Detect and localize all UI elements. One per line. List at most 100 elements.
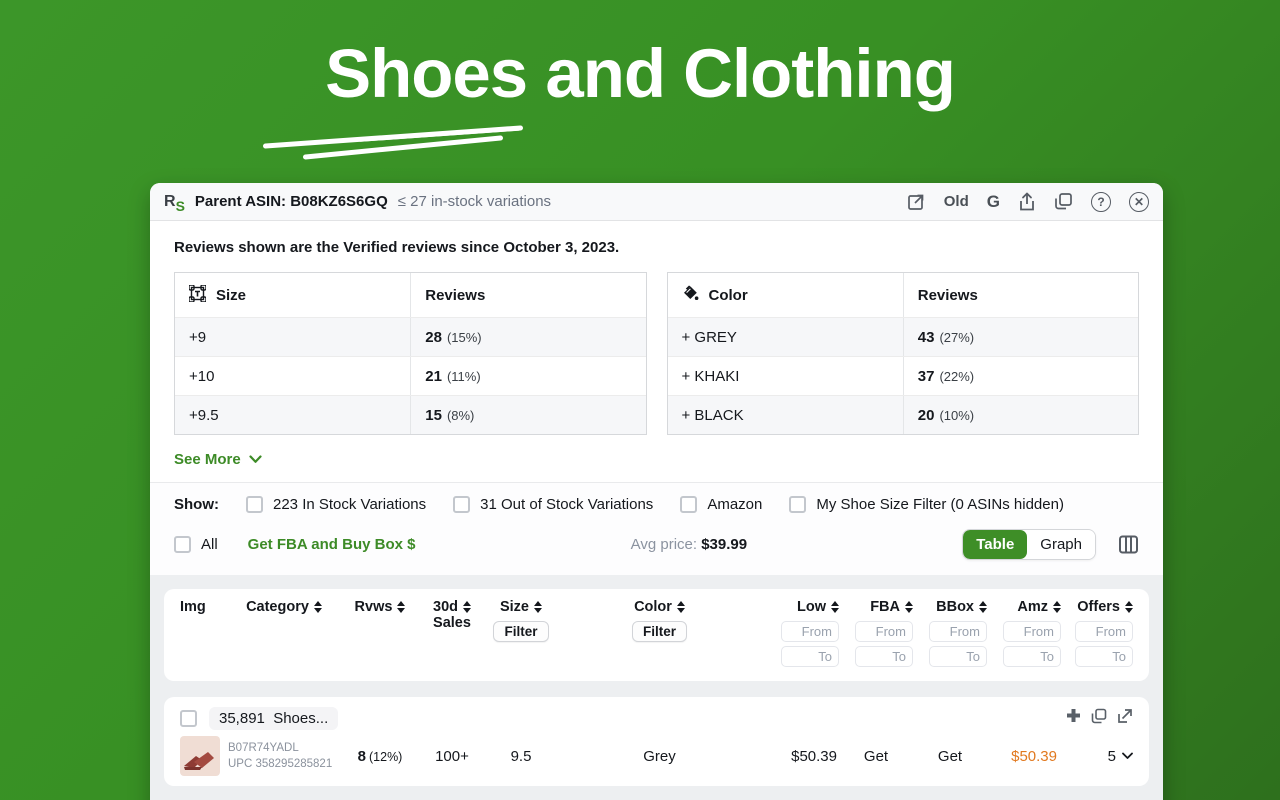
row-checkbox[interactable]: [180, 709, 197, 727]
size-row[interactable]: +10 21 (11%): [175, 356, 646, 395]
review-summary-section: Reviews shown are the Verified reviews s…: [150, 221, 1163, 482]
chevron-down-icon: [249, 455, 262, 463]
open-external-icon[interactable]: [1117, 708, 1133, 729]
bbox-to-input[interactable]: [929, 646, 987, 667]
sort-icon: [831, 601, 839, 613]
sort-icon: [397, 601, 406, 613]
row-ids: B07R74YADL UPC 358295285821: [224, 740, 344, 772]
color-reviews-table: Color Reviews + GREY 43 (27%) + KHAKI 37(…: [666, 272, 1139, 435]
columns-icon[interactable]: [1118, 534, 1139, 555]
size-row[interactable]: +9 28 (15%): [175, 317, 646, 356]
col-header-fba[interactable]: FBA: [839, 599, 913, 667]
results-grid-section: Img Category Rvws 30d Sales Size Filter …: [150, 575, 1163, 800]
col-header-size[interactable]: Size Filter: [488, 599, 554, 642]
checkbox-box[interactable]: [789, 496, 807, 513]
amz-to-input[interactable]: [1003, 646, 1061, 667]
see-more-button[interactable]: See More: [174, 435, 284, 482]
col-header-amz[interactable]: Amz: [987, 599, 1061, 667]
chevron-down-icon: [1122, 752, 1133, 759]
low-to-input[interactable]: [781, 646, 839, 667]
paint-bucket-icon: [682, 285, 699, 306]
offers-to-input[interactable]: [1075, 646, 1133, 667]
table-view-button[interactable]: Table: [963, 530, 1028, 559]
size-row[interactable]: +9.5 15 (8%): [175, 395, 646, 434]
col-header-offers[interactable]: Offers: [1061, 599, 1133, 667]
checkbox-all[interactable]: All: [174, 536, 218, 553]
offers-from-input[interactable]: [1075, 621, 1133, 642]
color-filter-button[interactable]: Filter: [631, 621, 687, 642]
size-reviews-table: Size Reviews +9 28 (15%) +10 21 (11%) +9.5…: [174, 272, 647, 435]
checkbox-out-of-stock[interactable]: 31 Out of Stock Variations: [453, 496, 653, 513]
fba-from-input[interactable]: [855, 621, 913, 642]
col-header-low[interactable]: Low: [765, 599, 839, 667]
amz-from-input[interactable]: [1003, 621, 1061, 642]
row-bbox-get-link[interactable]: Get: [937, 747, 963, 765]
get-fba-buybox-link[interactable]: Get FBA and Buy Box $: [247, 536, 416, 553]
reviews-col-header: Reviews: [425, 286, 486, 304]
reviews-col-header: Reviews: [917, 286, 978, 304]
row-amz-price: $50.39: [1011, 747, 1057, 765]
plus-icon[interactable]: [1066, 708, 1081, 728]
grid-header-card: Img Category Rvws 30d Sales Size Filter …: [164, 589, 1149, 681]
row-offers-dropdown[interactable]: 5: [1061, 748, 1133, 765]
size-col-header: Size: [216, 286, 247, 304]
col-header-category[interactable]: Category: [224, 599, 344, 615]
show-label: Show:: [174, 496, 219, 513]
show-filters-section: Show: 223 In Stock Variations 31 Out of …: [150, 482, 1163, 575]
col-header-color[interactable]: Color Filter: [554, 599, 765, 642]
row-category-pill[interactable]: 35,891 Shoes...: [209, 706, 339, 730]
sort-icon: [676, 601, 685, 613]
col-header-rvws[interactable]: Rvws: [344, 599, 416, 615]
row-asin: B07R74YADL: [228, 741, 299, 754]
fba-to-input[interactable]: [855, 646, 913, 667]
checkbox-box[interactable]: [453, 496, 471, 513]
col-header-img: Img: [180, 599, 206, 615]
checkbox-box[interactable]: [246, 496, 263, 513]
open-window-icon[interactable]: [907, 192, 926, 211]
checkbox-in-stock[interactable]: 223 In Stock Variations: [246, 496, 426, 513]
sort-icon: [463, 601, 471, 613]
checkbox-shoe-size-filter[interactable]: My Shoe Size Filter (0 ASINs hidden): [789, 496, 1064, 513]
color-row[interactable]: + BLACK 20 (10%): [667, 395, 1138, 434]
color-row[interactable]: + KHAKI 37 (22%): [667, 356, 1138, 395]
close-icon[interactable]: ✕: [1129, 191, 1149, 212]
old-view-button[interactable]: Old: [943, 193, 969, 210]
col-header-30d-sales[interactable]: 30d Sales: [433, 599, 471, 631]
google-button[interactable]: G: [986, 191, 1000, 211]
checkbox-box[interactable]: [680, 496, 698, 513]
variations-count: ≤ 27 in-stock variations: [397, 193, 552, 210]
verified-reviews-notice: Reviews shown are the Verified reviews s…: [174, 239, 620, 256]
row-reviews: 8 (12%): [357, 747, 403, 765]
copy-icon[interactable]: [1091, 708, 1107, 729]
color-col-header: Color: [708, 286, 748, 304]
sort-icon: [1053, 601, 1061, 613]
color-row[interactable]: + GREY 43 (27%): [667, 317, 1138, 356]
sort-icon: [534, 601, 542, 613]
row-low-price: $50.39: [791, 747, 837, 765]
bbox-from-input[interactable]: [929, 621, 987, 642]
col-header-bbox[interactable]: BBox: [913, 599, 987, 667]
avg-price: Avg price: $39.99: [630, 536, 748, 553]
product-thumbnail[interactable]: [180, 736, 220, 776]
size-filter-button[interactable]: Filter: [493, 621, 549, 642]
share-icon[interactable]: [1018, 192, 1036, 212]
view-toggle: Table Graph: [962, 529, 1096, 560]
copy-icon[interactable]: [1054, 192, 1073, 211]
underline-squiggle: [263, 125, 523, 160]
low-from-input[interactable]: [781, 621, 839, 642]
row-fba-get-link[interactable]: Get: [863, 747, 889, 765]
page-title: Shoes and Clothing: [325, 35, 956, 112]
table-row: 35,891 Shoes...: [164, 697, 1149, 786]
help-icon[interactable]: ?: [1091, 191, 1111, 212]
row-upc: UPC 358295285821: [228, 758, 333, 770]
graph-view-button[interactable]: Graph: [1027, 530, 1095, 559]
sort-icon: [313, 601, 322, 613]
row-size: 9.5: [510, 747, 532, 765]
row-color: Grey: [643, 747, 676, 765]
checkbox-box[interactable]: [174, 536, 191, 553]
sort-icon: [1125, 601, 1133, 613]
checkbox-amazon[interactable]: Amazon: [680, 496, 762, 513]
